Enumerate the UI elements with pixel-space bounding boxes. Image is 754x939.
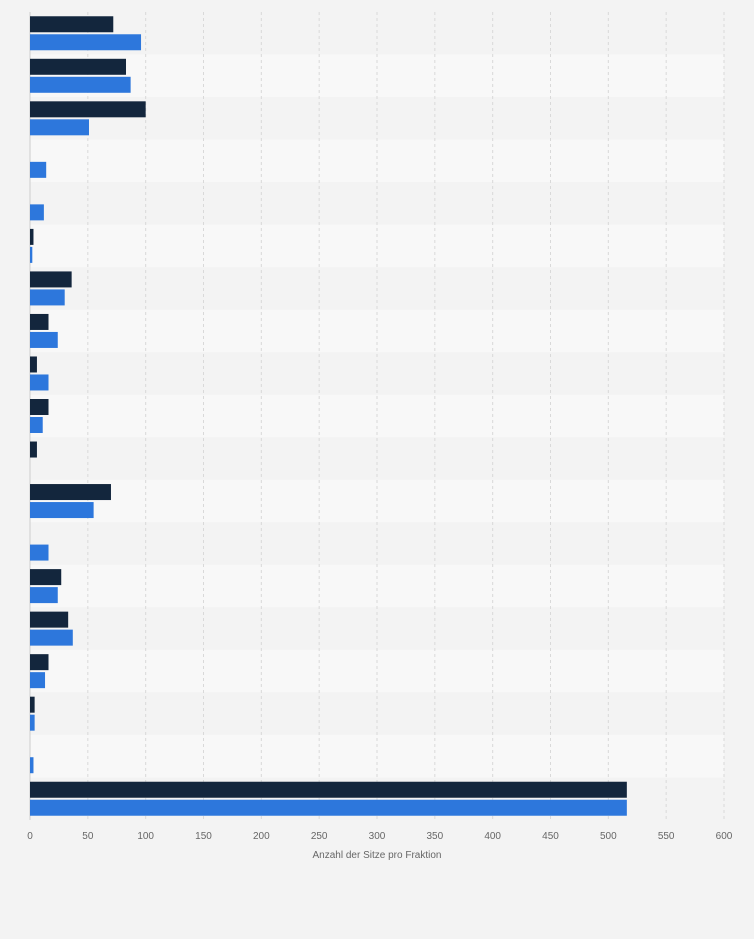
bar xyxy=(30,34,142,51)
bar xyxy=(30,101,146,118)
bars xyxy=(30,16,627,816)
x-tick-label: 400 xyxy=(484,831,501,842)
bar xyxy=(30,374,49,391)
bar xyxy=(30,271,72,288)
bar xyxy=(30,441,37,458)
bar xyxy=(30,246,33,263)
x-tick-label: 150 xyxy=(195,831,212,842)
bar xyxy=(30,781,627,798)
x-tick-label: 100 xyxy=(137,831,154,842)
bar xyxy=(30,313,49,330)
bar xyxy=(30,672,46,689)
bar xyxy=(30,289,65,306)
gridlines xyxy=(29,12,725,820)
x-tick-label: 600 xyxy=(716,831,733,842)
x-tick-label: 200 xyxy=(253,831,270,842)
bar xyxy=(30,76,131,93)
bar xyxy=(30,331,58,348)
bar xyxy=(30,629,73,646)
x-tick-label: 500 xyxy=(600,831,617,842)
bar xyxy=(30,544,49,561)
bar xyxy=(30,484,111,501)
bar xyxy=(30,204,44,221)
x-axis-ticks: 0 50 100 150 200 250 300 350 400 450 500 550 600 xyxy=(27,831,733,842)
bar xyxy=(30,228,34,245)
bar xyxy=(30,399,49,415)
x-tick-label: 350 xyxy=(426,831,443,842)
bar xyxy=(30,356,37,373)
bar xyxy=(30,569,62,586)
bar xyxy=(30,58,127,75)
x-tick-label: 250 xyxy=(311,831,328,842)
bar xyxy=(30,417,43,433)
bar xyxy=(30,696,35,713)
bar xyxy=(30,119,89,136)
bar xyxy=(30,161,47,178)
bar xyxy=(30,654,49,671)
bar xyxy=(30,611,69,628)
x-tick-label: 300 xyxy=(369,831,386,842)
bar xyxy=(30,502,94,519)
x-tick-label: 450 xyxy=(542,831,559,842)
x-axis-title: Anzahl der Sitze pro Fraktion xyxy=(313,850,442,861)
x-tick-label: 0 xyxy=(27,831,33,842)
bar xyxy=(30,16,114,33)
bar xyxy=(30,799,627,816)
x-tick-label: 50 xyxy=(82,831,94,842)
x-tick-label: 550 xyxy=(658,831,675,842)
bar xyxy=(30,714,35,731)
bar xyxy=(30,587,58,604)
bar xyxy=(30,757,34,774)
